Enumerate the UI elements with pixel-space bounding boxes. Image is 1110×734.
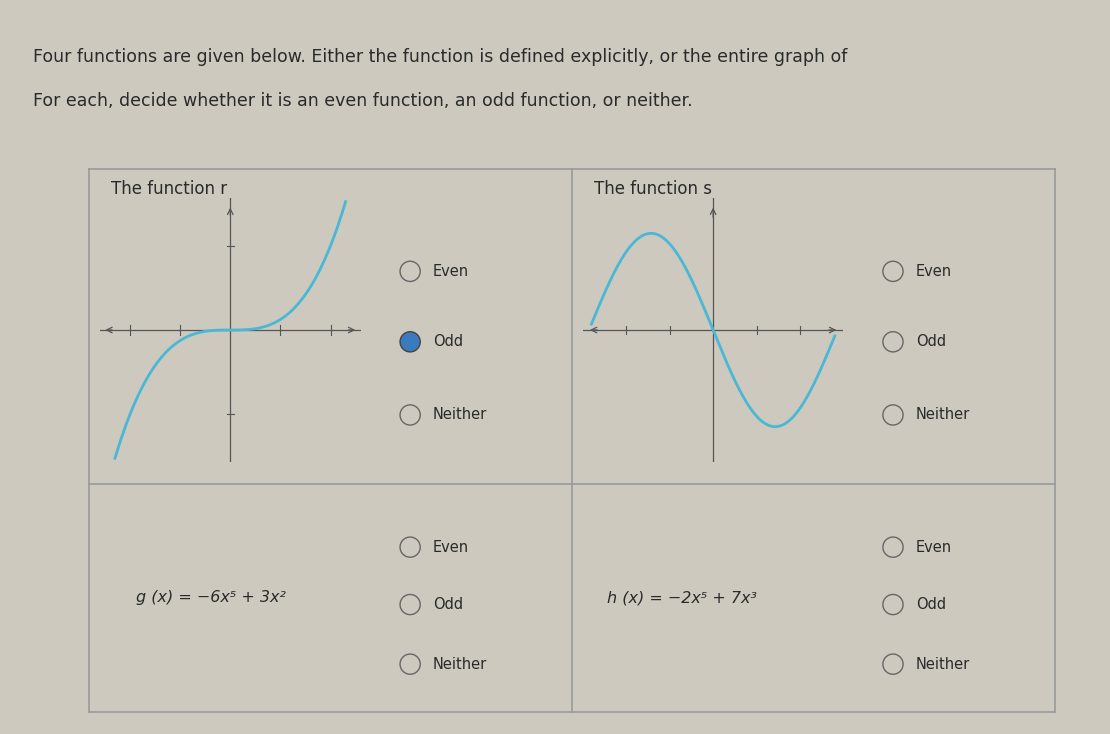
- Text: Neither: Neither: [916, 407, 970, 423]
- Ellipse shape: [400, 332, 421, 352]
- Text: Odd: Odd: [916, 597, 946, 612]
- Text: The function s: The function s: [594, 180, 712, 198]
- Text: The function r: The function r: [111, 180, 228, 198]
- Text: Neither: Neither: [433, 657, 487, 672]
- Text: g (x) = −6x⁵ + 3x²: g (x) = −6x⁵ + 3x²: [137, 590, 286, 606]
- Text: Neither: Neither: [916, 657, 970, 672]
- Text: Four functions are given below. Either the function is defined explicitly, or th: Four functions are given below. Either t…: [33, 48, 848, 66]
- Text: Even: Even: [916, 264, 952, 279]
- Text: For each, decide whether it is an even function, an odd function, or neither.: For each, decide whether it is an even f…: [33, 92, 693, 110]
- Text: h (x) = −2x⁵ + 7x³: h (x) = −2x⁵ + 7x³: [607, 590, 757, 606]
- Text: Even: Even: [433, 539, 470, 555]
- Text: Odd: Odd: [433, 597, 463, 612]
- Text: Even: Even: [433, 264, 470, 279]
- Text: Neither: Neither: [433, 407, 487, 423]
- Text: Even: Even: [916, 539, 952, 555]
- Text: Odd: Odd: [916, 334, 946, 349]
- Text: Odd: Odd: [433, 334, 463, 349]
